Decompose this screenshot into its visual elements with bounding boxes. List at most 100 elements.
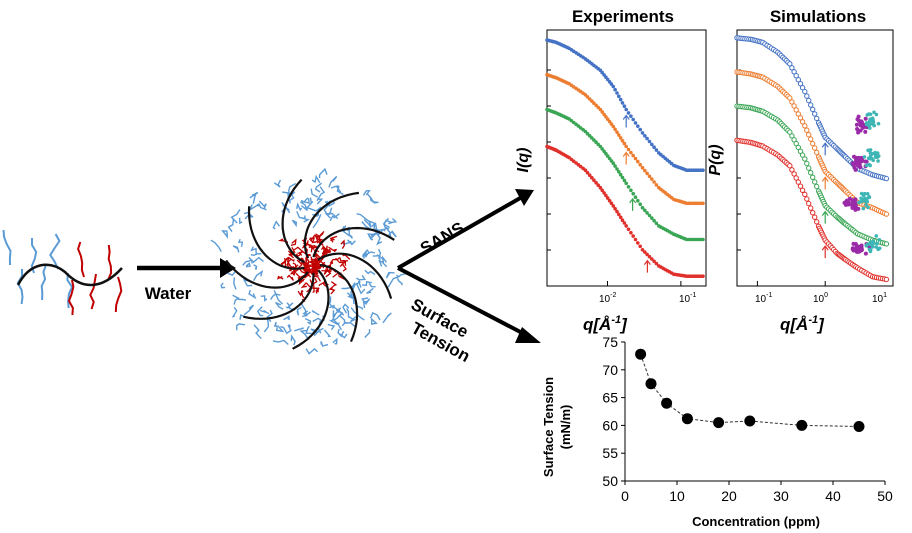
- data-point: [638, 244, 642, 249]
- data-point: [802, 191, 808, 198]
- data-point: [636, 124, 640, 128]
- data-point: [853, 421, 865, 432]
- data-point: [633, 156, 638, 161]
- data-point: [791, 171, 797, 177]
- molecule-atom: [854, 122, 859, 127]
- data-point: [654, 221, 659, 226]
- core-chain: [308, 244, 314, 253]
- data-point: [631, 153, 635, 158]
- core-chain: [325, 270, 332, 278]
- core-chain: [311, 264, 317, 275]
- data-point: [624, 181, 628, 186]
- molecule-atom: [864, 243, 869, 248]
- data-point: [647, 254, 652, 259]
- corona-chain: [294, 327, 304, 332]
- data-point: [626, 147, 631, 152]
- data-point: [622, 221, 627, 225]
- molecule-atom: [856, 114, 861, 119]
- molecule-atom: [873, 155, 878, 159]
- data-point: [611, 161, 616, 165]
- data-point: [808, 205, 814, 211]
- micelle-backbone: [303, 191, 360, 259]
- data-point: [650, 216, 654, 220]
- micelle-backbone: [312, 226, 395, 258]
- molecule-atom: [874, 245, 879, 249]
- data-point: [622, 178, 627, 183]
- data-point: [650, 257, 654, 261]
- data-point: [806, 200, 812, 207]
- data-point: [883, 241, 890, 247]
- corona-chain: [239, 313, 246, 320]
- corona-chain: [369, 311, 381, 321]
- molecule-atom: [856, 129, 861, 134]
- data-point: [806, 165, 812, 171]
- corona-chain: [338, 314, 348, 325]
- data-point: [804, 127, 810, 133]
- surface-tension-ylabel-line1: Surface Tension: [541, 377, 556, 477]
- molecule-atom: [856, 206, 861, 211]
- data-point: [638, 162, 642, 167]
- data-point: [645, 252, 649, 257]
- data-point: [617, 170, 621, 174]
- core-chain: [293, 246, 308, 256]
- corona-chain: [238, 217, 243, 225]
- simulations-xtick-2: 100: [813, 292, 828, 305]
- water-label: Water: [145, 284, 192, 303]
- data-point: [808, 102, 814, 108]
- corona-chain: [311, 310, 320, 316]
- molecule-atom: [864, 163, 869, 168]
- experiments-xlabel: q[Å-1]: [583, 314, 628, 334]
- corona-chain: [356, 213, 371, 224]
- polymer-backbone: [16, 263, 123, 287]
- corona-chain: [341, 224, 346, 231]
- data-point: [620, 175, 625, 180]
- y-tick-label: 50: [602, 473, 618, 489]
- corona-chain: [296, 306, 302, 316]
- data-point: [618, 136, 623, 140]
- data-point: [814, 219, 820, 225]
- core-chain: [342, 259, 347, 266]
- data-point: [812, 179, 818, 185]
- corona-chain: [252, 269, 264, 282]
- corona-chain: [317, 186, 326, 201]
- data-point: [744, 415, 756, 427]
- corona-chain: [369, 196, 378, 203]
- molecule-atom: [863, 129, 868, 134]
- data-point: [661, 397, 673, 409]
- molecule-atom: [872, 110, 876, 115]
- corona-chain: [316, 198, 324, 205]
- molecule-atom: [871, 239, 876, 243]
- molecule-atom: [859, 246, 864, 251]
- data-point: [622, 104, 627, 108]
- data-point: [596, 183, 600, 187]
- corona-chain: [263, 317, 270, 333]
- molecule-atom: [866, 205, 870, 210]
- corona-chain: [304, 317, 312, 326]
- corona-chain: [270, 293, 281, 300]
- corona-chain: [221, 230, 229, 239]
- molecule-atom: [868, 151, 873, 155]
- corona-chain: [382, 219, 393, 229]
- data-point: [643, 208, 647, 213]
- core-chain: [305, 265, 309, 272]
- data-point: [631, 191, 635, 196]
- data-point: [633, 195, 638, 199]
- data-point: [652, 145, 656, 149]
- core-chain: [341, 263, 347, 272]
- x-tick-label: 0: [621, 488, 629, 504]
- data-point: [789, 65, 795, 71]
- experiments-xtick-2: 10-1: [679, 292, 696, 305]
- molecule-atom: [859, 191, 864, 196]
- molecule-atom: [862, 197, 866, 201]
- molecule-atom: [853, 167, 858, 172]
- data-point: [636, 198, 640, 203]
- data-point: [618, 97, 623, 102]
- corona-chain: [272, 339, 289, 346]
- data-point: [804, 196, 810, 202]
- data-point: [640, 205, 645, 210]
- x-tick-label: 20: [721, 488, 737, 504]
- data-point: [626, 227, 631, 232]
- corona-chain: [232, 245, 240, 253]
- corona-chain: [330, 185, 342, 193]
- corona-chain: [365, 251, 376, 257]
